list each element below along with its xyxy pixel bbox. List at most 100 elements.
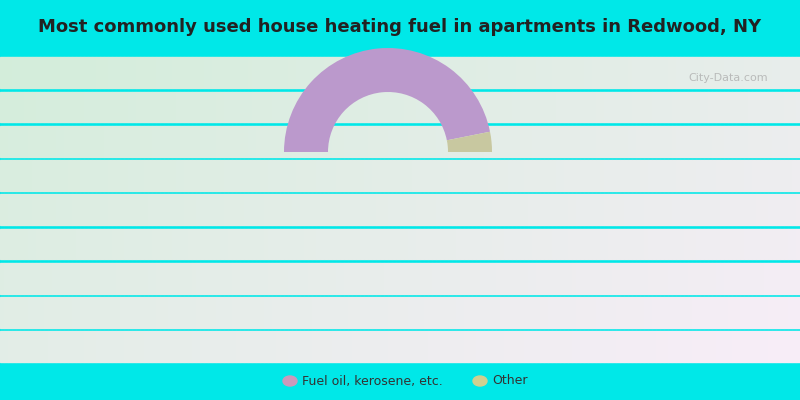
Bar <box>348 92 352 122</box>
Bar <box>648 297 652 328</box>
Bar <box>548 228 552 259</box>
Bar <box>184 228 188 259</box>
Bar <box>212 126 216 157</box>
Bar <box>60 331 64 362</box>
Bar <box>316 263 320 294</box>
Bar <box>740 331 744 362</box>
Bar <box>596 160 600 191</box>
Bar <box>356 228 360 259</box>
Bar <box>200 331 204 362</box>
Bar <box>448 160 452 191</box>
Bar <box>248 228 252 259</box>
Bar <box>24 92 28 122</box>
Bar <box>8 160 12 191</box>
Bar <box>396 263 400 294</box>
Bar <box>100 194 104 225</box>
Bar <box>776 126 780 157</box>
Bar <box>516 263 520 294</box>
Bar <box>316 194 320 225</box>
Bar <box>412 263 416 294</box>
Bar <box>444 160 448 191</box>
Bar <box>692 297 696 328</box>
Bar <box>128 126 132 157</box>
Bar <box>356 58 360 88</box>
Bar <box>420 160 424 191</box>
Bar <box>420 194 424 225</box>
Bar <box>444 194 448 225</box>
Bar <box>764 331 768 362</box>
Bar <box>312 263 316 294</box>
Bar <box>664 194 668 225</box>
Bar <box>644 92 648 122</box>
Bar <box>496 58 500 88</box>
Bar <box>372 194 376 225</box>
Bar <box>220 228 224 259</box>
Bar <box>272 331 276 362</box>
Bar <box>488 194 492 225</box>
Bar <box>624 331 628 362</box>
Bar <box>488 297 492 328</box>
Bar <box>372 92 376 122</box>
Bar <box>76 228 80 259</box>
Bar <box>416 160 420 191</box>
Bar <box>532 331 536 362</box>
Bar <box>108 331 112 362</box>
Bar <box>580 194 584 225</box>
Bar <box>468 160 472 191</box>
Bar <box>468 58 472 88</box>
Bar <box>504 331 508 362</box>
Bar <box>92 263 96 294</box>
Bar <box>420 228 424 259</box>
Bar <box>108 160 112 191</box>
Bar <box>616 160 620 191</box>
Bar <box>532 92 536 122</box>
Bar <box>640 58 644 88</box>
Bar <box>744 228 748 259</box>
Bar <box>388 263 392 294</box>
Bar <box>224 263 228 294</box>
Bar <box>324 331 328 362</box>
Bar <box>624 58 628 88</box>
Bar <box>416 58 420 88</box>
Bar <box>532 58 536 88</box>
Bar <box>676 297 680 328</box>
Bar <box>612 92 616 122</box>
Bar <box>96 58 100 88</box>
Bar <box>788 228 792 259</box>
Bar <box>484 126 488 157</box>
Bar <box>340 297 344 328</box>
Bar <box>680 297 684 328</box>
Bar <box>452 58 456 88</box>
Bar <box>492 331 496 362</box>
Bar <box>280 228 284 259</box>
Bar <box>340 228 344 259</box>
Bar <box>132 126 136 157</box>
Bar <box>360 92 364 122</box>
Bar <box>284 126 288 157</box>
Bar <box>708 263 712 294</box>
Bar <box>712 58 716 88</box>
Bar <box>360 194 364 225</box>
Bar <box>736 160 740 191</box>
Bar <box>204 92 208 122</box>
Bar <box>552 263 556 294</box>
Bar <box>260 297 264 328</box>
Bar <box>72 263 76 294</box>
Bar <box>620 297 624 328</box>
Bar <box>608 297 612 328</box>
Bar <box>736 194 740 225</box>
Bar <box>756 194 760 225</box>
Bar <box>352 58 356 88</box>
Bar <box>752 126 756 157</box>
Bar <box>572 297 576 328</box>
Bar <box>252 228 256 259</box>
Bar <box>0 58 4 88</box>
Bar <box>608 194 612 225</box>
Bar <box>104 160 108 191</box>
Bar <box>600 92 604 122</box>
Bar <box>444 228 448 259</box>
Text: Fuel oil, kerosene, etc.: Fuel oil, kerosene, etc. <box>302 374 442 388</box>
Bar <box>304 331 308 362</box>
Bar <box>328 228 332 259</box>
Bar <box>16 228 20 259</box>
